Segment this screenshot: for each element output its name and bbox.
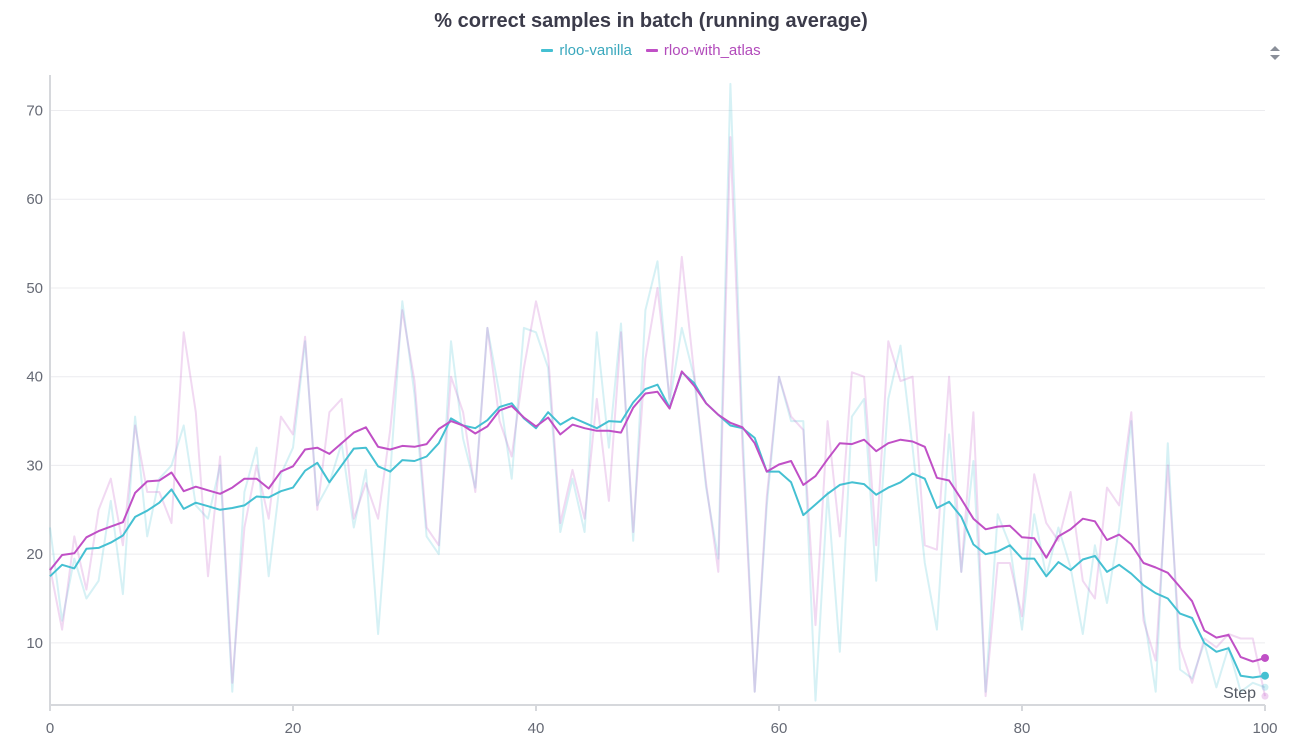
end-marker-smoothed-rloo-vanilla (1261, 671, 1269, 680)
x-tick-label-40: 40 (528, 720, 545, 737)
smoothed-series-line-rloo-vanilla[interactable] (49, 371, 1266, 679)
y-tick-label-10: 10 (26, 635, 43, 652)
legend-item-rloo-vanilla[interactable]: rloo-vanilla (541, 42, 632, 59)
x-tick-label-0: 0 (46, 720, 54, 737)
raw-series-line-rloo-with-atlas (49, 136, 1266, 698)
x-tick-label-20: 20 (285, 720, 302, 737)
smoothed-series-line-rloo-with-atlas[interactable] (49, 370, 1266, 663)
y-tick-label-70: 70 (26, 102, 43, 119)
x-tick-label-100: 100 (1252, 720, 1277, 737)
legend: rloo-vanilla rloo-with_atlas (0, 42, 1302, 59)
sort-toggle-icon[interactable] (1268, 44, 1282, 62)
end-marker-raw-rloo-vanilla (1261, 683, 1269, 691)
x-tick-label-60: 60 (771, 720, 788, 737)
end-marker-smoothed-rloo-with-atlas (1261, 653, 1269, 662)
legend-label-rloo-vanilla: rloo-vanilla (559, 42, 632, 59)
y-tick-label-40: 40 (26, 369, 43, 386)
y-tick-label-60: 60 (26, 191, 43, 208)
legend-item-rloo-with-atlas[interactable]: rloo-with_atlas (645, 42, 761, 59)
x-tick-label-80: 80 (1014, 720, 1031, 737)
legend-swatch-rloo-vanilla (541, 49, 554, 52)
x-axis-label: Step (1223, 685, 1256, 702)
y-tick-label-20: 20 (26, 546, 43, 563)
y-tick-label-30: 30 (26, 457, 43, 474)
legend-label-rloo-with-atlas: rloo-with_atlas (663, 42, 761, 59)
raw-series-line-rloo-vanilla (49, 82, 1266, 702)
end-marker-raw-rloo-with-atlas (1261, 692, 1269, 700)
y-tick-label-50: 50 (26, 280, 43, 297)
chart-title: % correct samples in batch (running aver… (434, 10, 868, 32)
legend-swatch-rloo-with-atlas (645, 49, 658, 52)
